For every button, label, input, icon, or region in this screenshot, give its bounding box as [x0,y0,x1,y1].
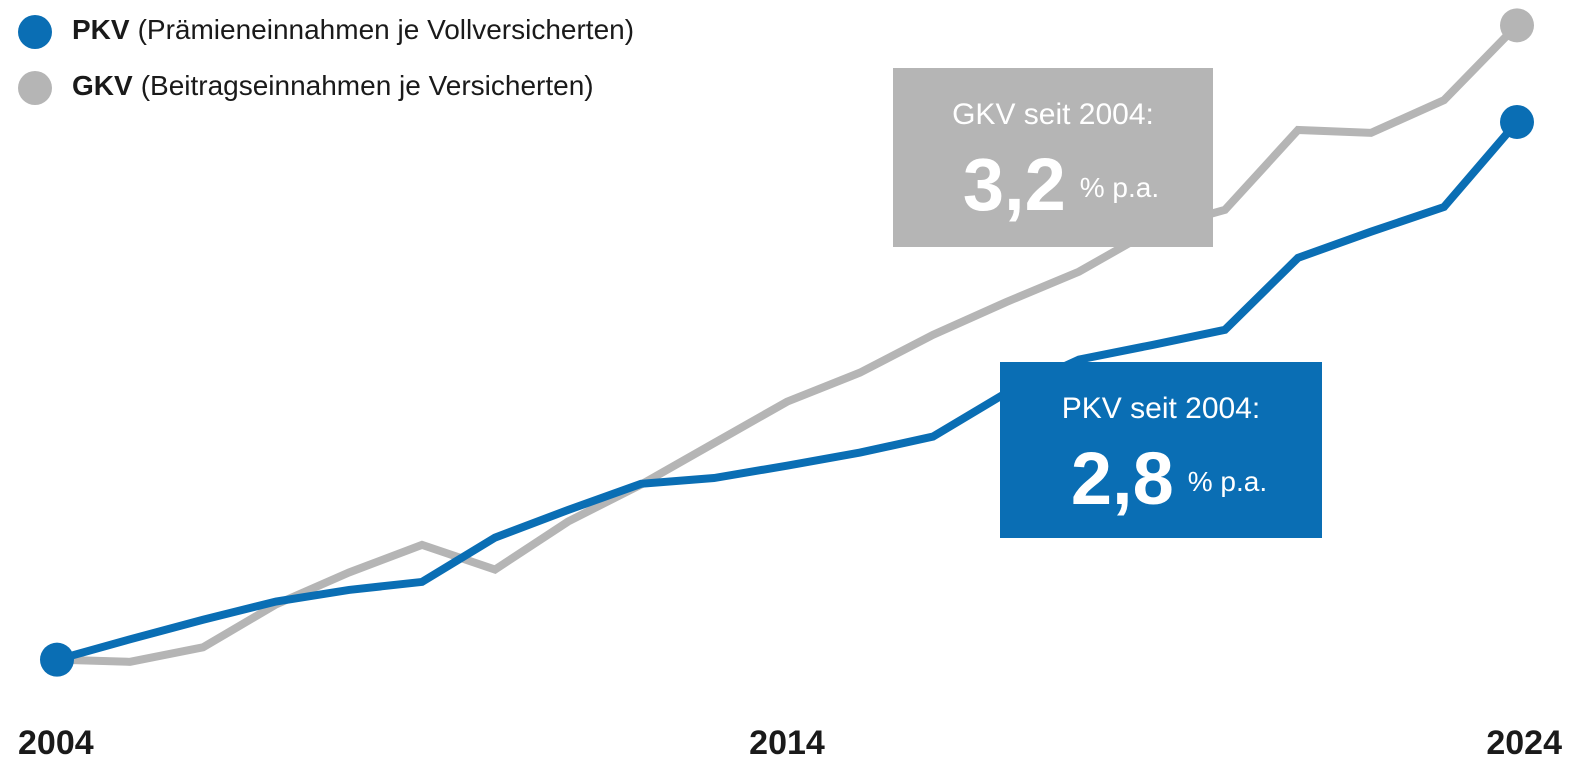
annotation-value: 3,2 [963,143,1066,226]
annotation-box [1000,362,1322,538]
x-tick-label: 2004 [18,724,94,762]
legend-entry: GKV (Beitragseinnahmen je Versicherten) [72,70,594,101]
start-marker [40,642,74,677]
series-line [55,119,1521,664]
end-marker [1500,8,1534,43]
x-tick-label: 2024 [1486,724,1562,762]
legend-entry: PKV (Prämieneinnahmen je Vollversicherten… [72,14,634,45]
annotation-unit: % p.a. [1188,466,1267,497]
annotation-rate: 3,2 % p.a. [963,143,1159,226]
legend-description: (Prämieneinnahmen je Vollversicherten) [138,14,634,45]
annotation-value: 2,8 [1071,437,1174,520]
legend-name: PKV [72,14,130,45]
series-line [56,22,1520,666]
annotation-unit: % p.a. [1080,172,1159,203]
annotation-heading: PKV seit 2004: [1062,392,1260,425]
legend-marker [18,71,52,105]
annotation-heading: GKV seit 2004: [952,98,1154,131]
x-tick-label: 2014 [749,724,825,762]
legend-name: GKV [72,70,133,101]
legend-marker [18,15,52,49]
annotation-box [893,68,1213,247]
annotation-rate: 2,8 % p.a. [1071,437,1267,520]
legend-description: (Beitragseinnahmen je Versicherten) [141,70,594,101]
end-marker [1500,104,1534,139]
